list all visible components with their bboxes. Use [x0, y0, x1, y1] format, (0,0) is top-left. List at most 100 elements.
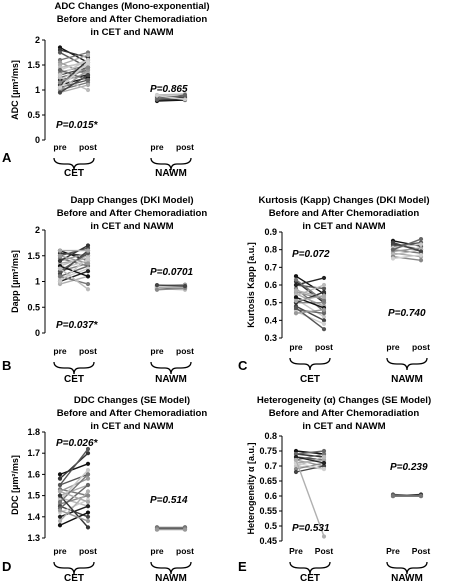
x-category-label: pre — [150, 546, 164, 556]
cet-point-pre — [57, 248, 63, 253]
cet-line — [59, 270, 89, 283]
cet-point-pre — [57, 482, 63, 488]
cet-line — [295, 456, 325, 464]
p-value-nawm: P=0.740 — [388, 308, 426, 319]
title-line: in CET and NAWM — [90, 221, 173, 232]
nawm-line — [156, 287, 186, 291]
panel-letter: A — [2, 150, 12, 165]
cet-point-post — [321, 463, 327, 469]
nawm-point-post — [418, 258, 424, 263]
cet-point-post — [321, 454, 327, 460]
cet-line — [59, 257, 89, 283]
y-tick-label: 1.7 — [27, 448, 40, 458]
cet-point-pre — [293, 274, 299, 279]
cet-point-post — [321, 289, 327, 295]
cet-line — [59, 59, 89, 76]
nawm-point-post — [418, 493, 424, 499]
cet-line — [295, 453, 325, 458]
panel-d: DDC Changes (SE Model) Before and After C… — [2, 395, 207, 584]
brace-nawm — [386, 357, 428, 371]
title-line: Heterogeneity (α) Changes (SE Model) — [257, 395, 431, 406]
cet-line — [59, 66, 89, 76]
cet-line — [295, 291, 325, 304]
cet-line — [59, 448, 89, 486]
y-tick-label: 0.65 — [259, 476, 277, 486]
cet-line — [295, 305, 325, 321]
brace-cet — [53, 157, 95, 171]
x-category-label: post — [79, 142, 97, 152]
nawm-point-pre — [154, 527, 160, 532]
cet-line — [59, 252, 89, 272]
nawm-line — [156, 99, 186, 102]
cet-point-post — [85, 518, 91, 524]
chart-title: Dapp Changes (DKI Model) Before and After… — [57, 195, 208, 232]
nawm-line — [156, 284, 186, 287]
nawm-point-pre — [154, 287, 160, 292]
y-tick-label: 0.75 — [259, 446, 277, 456]
cet-point-pre — [57, 499, 63, 505]
panel-c: Kurtosis (Kapp) Changes (DKI Model) Befor… — [238, 195, 430, 385]
panel-a: ADC Changes (Mono-exponential) Before and… — [2, 1, 210, 179]
cet-line — [295, 294, 325, 302]
cet-point-pre — [57, 508, 63, 513]
nawm-line — [392, 241, 422, 253]
cet-point-post — [321, 307, 327, 312]
cet-line — [59, 488, 89, 497]
cet-line — [59, 473, 89, 503]
cet-point-pre — [57, 518, 63, 524]
group-label-nawm: NAWM — [155, 374, 187, 385]
nawm-point-post — [182, 527, 188, 532]
cet-point-pre — [293, 288, 299, 293]
panel-b: Dapp Changes (DKI Model) Before and After… — [2, 195, 207, 385]
cet-point-post — [321, 451, 327, 457]
cet-point-post — [85, 82, 91, 88]
nawm-point-pre — [154, 93, 160, 98]
brace-nawm — [150, 157, 192, 171]
x-category-label: Post — [412, 546, 431, 556]
cet-line — [295, 310, 325, 325]
x-category-label: pre — [53, 346, 67, 356]
cet-point-pre — [57, 279, 63, 284]
y-tick-label: 1.8 — [27, 427, 40, 437]
cet-line — [59, 61, 89, 89]
cet-line — [59, 509, 89, 522]
y-tick-label: 0.5 — [27, 110, 40, 120]
cet-line — [59, 84, 89, 94]
nawm-point-post — [418, 242, 424, 247]
cet-point-post — [85, 510, 91, 515]
brace-cet — [53, 561, 95, 575]
nawm-point-post — [182, 97, 188, 102]
title-line: DDC Changes (SE Model) — [74, 395, 190, 406]
brace-cet — [53, 361, 95, 375]
cet-point-pre — [57, 90, 63, 95]
cet-line — [295, 459, 325, 537]
y-axis-label: Kurtosis Kapp [a.u.] — [246, 242, 256, 328]
p-value-cet: P=0.015* — [56, 120, 99, 131]
y-tick-label: 1.5 — [27, 251, 40, 261]
cet-point-pre — [57, 253, 63, 258]
y-tick-label: 2 — [35, 225, 40, 235]
title-line: Dapp Changes (DKI Model) — [70, 195, 193, 206]
cet-line — [59, 268, 89, 290]
p-value-nawm: P=0.514 — [150, 495, 188, 506]
cet-point-pre — [57, 476, 63, 481]
title-line: Before and After Chemoradiation — [57, 208, 208, 219]
cet-point-post — [321, 282, 327, 288]
nawm-point-pre — [390, 256, 396, 261]
cet-line — [59, 463, 89, 476]
cet-point-pre — [57, 72, 63, 78]
brace-cet — [289, 357, 331, 371]
x-category-label: pre — [53, 546, 67, 556]
chart-title: Kurtosis (Kapp) Changes (DKI Model) Befor… — [258, 195, 429, 232]
cet-line — [59, 473, 89, 486]
y-tick-label: 0 — [35, 135, 40, 145]
nawm-point-post — [418, 249, 424, 254]
cet-point-post — [321, 460, 327, 466]
cet-point-post — [321, 311, 327, 316]
cet-point-pre — [57, 514, 63, 519]
y-tick-label: 0.6 — [264, 491, 277, 501]
nawm-line — [392, 238, 422, 251]
brace-nawm — [150, 361, 192, 375]
cet-point-post — [85, 281, 91, 287]
title-line: in CET and NAWM — [90, 27, 173, 38]
